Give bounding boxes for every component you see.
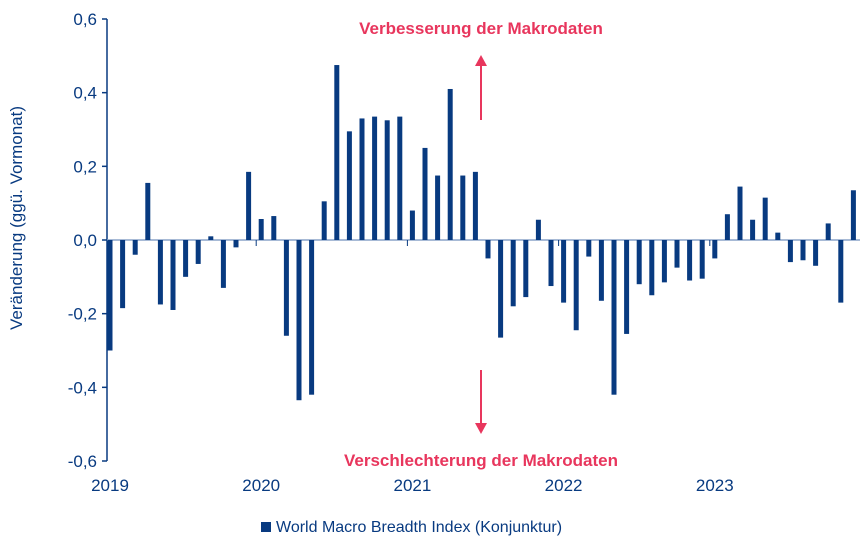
bar [787,240,793,263]
bar [372,116,378,240]
y-tick-label: -0,6 [68,452,97,471]
bar [157,240,163,305]
x-axis: 2019 2020 2021 2022 2023 [91,239,860,495]
bar [636,240,642,285]
bar [246,171,252,240]
bar [498,240,504,338]
bar [598,240,604,301]
bar [132,240,138,255]
bar [624,240,630,334]
bar [611,240,617,395]
y-tick-label: 0,0 [73,231,97,250]
bar [838,240,844,303]
legend: World Macro Breadth Index (Konjunktur) [261,519,562,536]
bar [510,240,516,307]
bar [334,65,340,241]
bars [107,65,856,401]
bar [447,88,453,240]
bar [813,240,819,266]
bar [309,240,315,395]
y-tick-label: -0,4 [68,378,97,397]
bar [737,186,743,240]
bar [850,190,856,240]
bar [283,240,289,336]
bar [762,197,768,240]
bar [699,240,705,279]
bar [107,240,113,351]
bar [825,223,831,240]
y-tick-label: 0,2 [73,157,97,176]
bar [649,240,655,296]
bar [472,171,478,240]
bar [145,182,151,240]
x-tick-label: 2022 [545,476,583,495]
annotation-down-text: Verschlechterung der Makrodaten [344,451,618,470]
x-tick-label: 2023 [696,476,734,495]
bar [384,120,390,240]
bar [208,236,214,240]
bar [523,240,529,298]
arrow-up-icon [475,55,487,120]
bar [485,240,491,259]
annotations: Verbesserung der Makrodaten Verschlechte… [344,19,618,470]
bar [586,240,592,257]
bar [750,219,756,240]
bar [712,240,718,259]
bar [271,216,277,240]
bar [321,201,327,240]
bar [409,210,415,240]
x-tick-label: 2019 [91,476,129,495]
x-tick-label: 2020 [242,476,280,495]
bar [661,240,667,283]
bar [195,240,201,264]
y-tick-label: 0,6 [73,10,97,29]
legend-swatch [261,522,271,532]
bar [535,219,541,240]
bar [296,240,302,401]
bar [422,147,428,240]
arrow-down-icon [475,370,487,434]
bar [233,240,239,248]
bar [397,116,403,240]
bar [435,175,441,240]
y-tick-label: -0,2 [68,305,97,324]
y-axis-label: Veränderung (ggü. Vormonat) [7,106,26,330]
bar [460,175,466,240]
bar [561,240,567,303]
bar [687,240,693,281]
legend-label: World Macro Breadth Index (Konjunktur) [276,519,562,536]
bar [220,240,226,288]
bar [170,240,176,310]
bar [775,232,781,240]
bar [674,240,680,268]
x-tick-label: 2021 [393,476,431,495]
y-tick-label: 0,4 [73,84,97,103]
bar [183,240,189,277]
y-axis: 0,6 0,4 0,2 0,0 -0,2 -0,4 -0,6 [68,10,108,471]
bar [258,219,264,240]
bar [346,131,352,240]
bar [120,240,126,309]
bar [359,118,365,240]
bar [724,214,730,240]
bar [548,240,554,287]
annotation-up-text: Verbesserung der Makrodaten [359,19,603,38]
bar [800,240,806,261]
bar [573,240,579,331]
